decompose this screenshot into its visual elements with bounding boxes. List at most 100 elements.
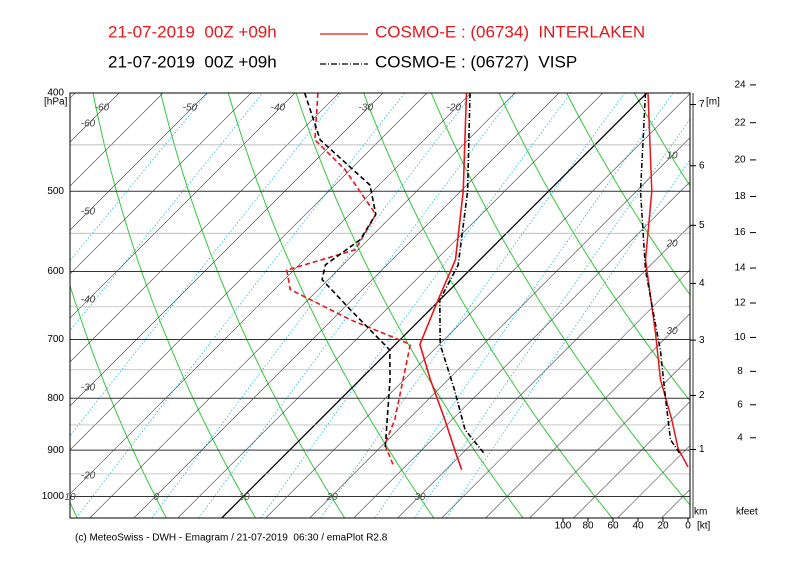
km-tick-label: 3 <box>699 335 705 346</box>
isotherm-label: -20 <box>446 103 461 114</box>
profile-line <box>303 93 391 450</box>
wind-tick-label: 20 <box>657 521 669 532</box>
profile-line <box>285 93 412 465</box>
y-tick-label: 400 <box>47 88 64 99</box>
isotherm <box>70 93 296 319</box>
kfeet-axis-unit: kfeet <box>736 507 758 518</box>
isotherm-label: -10 <box>61 492 76 503</box>
isotherm-label: 10 <box>666 150 678 161</box>
profiles <box>285 93 689 470</box>
isotherm-label: 10 <box>239 492 251 503</box>
legend-name: COSMO-E : (06734) INTERLAKEN <box>375 22 645 41</box>
legend-run: 21-07-2019 00Z +09h <box>108 52 277 71</box>
wind-tick-label: 80 <box>582 521 594 532</box>
isotherm <box>265 93 690 518</box>
isotherm <box>70 93 340 363</box>
profile-line <box>419 93 468 470</box>
wind-tick-label: 0 <box>685 521 691 532</box>
wind-speed-line <box>644 93 689 468</box>
km-tick-label: 6 <box>699 160 705 171</box>
dry-adiabat <box>566 93 690 296</box>
isotherm-label: 30 <box>415 492 427 503</box>
kfeet-tick-label: 8 <box>737 366 743 377</box>
mixing-ratio-line <box>151 93 474 518</box>
isotherm-label: -60 <box>95 103 110 114</box>
mixing-ratio-line <box>374 93 674 518</box>
mixing-ratio-line <box>75 93 405 518</box>
mixing-ratio-line <box>445 158 690 518</box>
y-tick-label: 900 <box>47 445 64 456</box>
kfeet-tick-label: 16 <box>734 227 746 238</box>
mixing-ratio-line <box>320 93 626 518</box>
mixing-ratio-line <box>414 118 690 518</box>
km-axis-unit: km <box>694 507 707 518</box>
dry-adiabat <box>363 93 613 518</box>
isotherm-label: 20 <box>665 238 678 249</box>
kfeet-tick-label: 12 <box>734 298 746 309</box>
plot-frame <box>69 92 691 519</box>
profile-line <box>438 93 486 455</box>
wind-axis-label: [kt] <box>697 521 711 532</box>
km-tick-label: 7 <box>699 99 705 110</box>
isotherm-label: 30 <box>666 326 678 337</box>
isotherm-label: -60 <box>81 119 96 130</box>
dry-adiabat <box>498 93 690 402</box>
isotherm <box>70 93 472 495</box>
legend-name: COSMO-E : (06727) VISP <box>375 52 577 71</box>
isotherm <box>221 93 648 518</box>
km-tick-label: 4 <box>699 278 705 289</box>
isotherm-label: -30 <box>359 103 374 114</box>
isotherm <box>89 93 516 518</box>
isotherm-label: -40 <box>271 103 286 114</box>
kfeet-tick-label: 22 <box>734 117 746 128</box>
isotherm-label: 20 <box>326 492 339 503</box>
dry-adiabat <box>295 93 524 518</box>
wind-tick-label: 100 <box>555 521 572 532</box>
y-tick-label: 1000 <box>42 491 65 502</box>
isotherm <box>70 93 164 187</box>
isotherm-label: -30 <box>81 383 96 394</box>
isotherm <box>441 269 690 518</box>
kfeet-tick-label: 4 <box>737 432 743 443</box>
kfeet-tick-label: 10 <box>734 332 746 343</box>
isotherm <box>177 93 604 518</box>
isotherm <box>573 401 690 518</box>
km-tick-label: 5 <box>699 220 705 231</box>
wind-tick-label: 40 <box>632 521 644 532</box>
isotherm <box>133 93 560 518</box>
mixing-ratio-line <box>70 93 264 332</box>
isotherm-label: -50 <box>81 207 96 218</box>
dry-adiabat <box>92 93 256 518</box>
dry-adiabat <box>430 93 690 506</box>
isotherm-label: -50 <box>183 103 198 114</box>
isotherm <box>70 93 252 275</box>
dry-adiabat <box>70 283 167 518</box>
kfeet-tick-label: 14 <box>734 263 746 274</box>
y-tick-label: 700 <box>47 334 64 345</box>
isotherm <box>397 225 690 518</box>
y-axis-label: [hPa] <box>44 97 68 108</box>
grid <box>70 93 690 518</box>
mixing-ratio-line <box>70 93 342 437</box>
isotherm <box>617 445 690 518</box>
isotherm <box>353 181 690 518</box>
isotherm-label: -20 <box>81 471 96 482</box>
isotherm <box>529 357 690 518</box>
y-tick-label: 800 <box>47 393 64 404</box>
kfeet-tick-label: 6 <box>737 399 743 410</box>
isotherm <box>70 93 428 451</box>
kfeet-tick-label: 24 <box>734 80 746 91</box>
wind-tick-label: 60 <box>607 521 619 532</box>
isotherm <box>485 313 690 518</box>
y-tick-label: 600 <box>47 266 64 277</box>
isotherm <box>70 93 384 407</box>
legend-run: 21-07-2019 00Z +09h <box>108 22 277 41</box>
km-axis-label: [m] <box>706 97 720 108</box>
isotherm-label: -40 <box>81 295 96 306</box>
isotherm <box>309 137 690 518</box>
labels: 21-07-2019 00Z +09h COSMO-E : (06734) INT… <box>42 22 758 543</box>
isotherm-label: 0 <box>153 492 159 503</box>
